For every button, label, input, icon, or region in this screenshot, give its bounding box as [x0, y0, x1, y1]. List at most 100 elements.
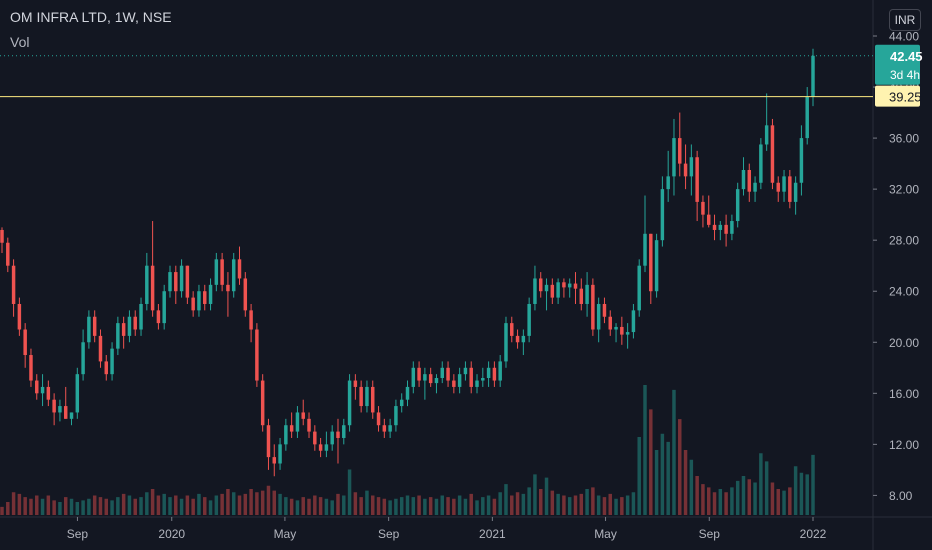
- candle-body: [457, 374, 462, 387]
- volume-bar: [533, 474, 537, 515]
- volume-bar: [446, 497, 450, 515]
- candle-body: [706, 214, 711, 225]
- candle: [683, 144, 688, 190]
- symbol-title[interactable]: OM INFRA LTD, 1W, NSE: [10, 9, 172, 25]
- candle: [174, 265, 178, 304]
- volume-bar: [220, 493, 224, 515]
- candle-body: [197, 291, 201, 311]
- volume-bar: [683, 450, 688, 515]
- volume-bar: [538, 489, 543, 515]
- time-tick-label: 2020: [158, 527, 185, 541]
- candle-body: [498, 361, 502, 381]
- candle: [515, 329, 520, 349]
- candle-body: [6, 242, 10, 266]
- volume-bar: [40, 498, 45, 515]
- candle: [92, 310, 97, 343]
- time-axis: Sep 2020 May Sep 2021 May Sep 2022: [67, 517, 827, 541]
- volume-bar: [81, 500, 85, 515]
- candle-body: [23, 329, 27, 356]
- volume-bar: [701, 484, 705, 515]
- candle: [446, 361, 450, 387]
- volume-bar: [249, 489, 253, 515]
- candle: [405, 380, 410, 407]
- candle: [295, 406, 300, 438]
- candle-body: [417, 367, 421, 381]
- volume-bar: [35, 495, 39, 515]
- candle-body: [0, 229, 4, 243]
- candle-body: [284, 425, 288, 445]
- candle: [544, 278, 549, 311]
- candle: [52, 393, 56, 426]
- candle: [87, 310, 91, 349]
- volume-bar: [168, 497, 172, 515]
- candle-body: [168, 272, 172, 292]
- volume-legend-label[interactable]: Vol: [10, 34, 30, 50]
- candle: [417, 361, 421, 387]
- candle-body: [573, 283, 578, 289]
- volume-bar: [295, 500, 300, 515]
- volume-bar: [481, 497, 485, 515]
- candle-body: [63, 406, 68, 419]
- volume-bar: [759, 453, 763, 515]
- candle: [573, 272, 578, 304]
- candle: [284, 418, 288, 451]
- candle-body: [434, 377, 439, 384]
- candle: [365, 380, 369, 413]
- candle: [689, 144, 694, 196]
- candle: [382, 418, 387, 438]
- candle: [347, 374, 352, 432]
- candle-body: [411, 367, 416, 387]
- candle: [799, 125, 804, 196]
- candle-body: [116, 323, 120, 349]
- volume-bar: [712, 492, 717, 515]
- candle-body: [614, 326, 618, 330]
- price-tick-label: 16.00: [889, 387, 919, 401]
- candle: [98, 329, 103, 368]
- price-tick-label: 8.00: [889, 489, 913, 503]
- time-tick-label: 2021: [479, 527, 506, 541]
- volume-bar: [23, 497, 27, 515]
- volume-bar: [92, 495, 97, 515]
- volume-bar: [226, 489, 230, 515]
- volume-bar: [515, 492, 520, 515]
- candle: [208, 278, 213, 311]
- volume-bar: [457, 495, 462, 515]
- candle: [121, 316, 126, 349]
- candle-body: [249, 310, 253, 330]
- volume-bar: [614, 498, 618, 515]
- volume-bar: [666, 441, 670, 515]
- candle-body: [318, 444, 323, 451]
- price-tick-label: 36.00: [889, 132, 919, 146]
- candle: [654, 233, 659, 298]
- currency-button[interactable]: INR: [889, 9, 921, 31]
- volume-bar: [510, 495, 514, 515]
- volume-bar: [104, 498, 109, 515]
- candle: [231, 252, 236, 298]
- candle: [504, 316, 508, 368]
- volume-bar: [174, 495, 178, 515]
- candle-body: [423, 374, 427, 381]
- volume-bar: [475, 500, 479, 515]
- volume-bar: [678, 419, 682, 515]
- candle-body: [608, 316, 612, 330]
- candle: [492, 361, 497, 387]
- volume-bar: [162, 493, 166, 515]
- volume-bar: [649, 409, 653, 515]
- volume-bar: [139, 497, 143, 515]
- candle: [556, 278, 560, 304]
- candle: [220, 252, 224, 292]
- candle: [260, 374, 265, 432]
- candle-body: [475, 380, 479, 387]
- candle: [533, 265, 537, 311]
- candle: [428, 367, 433, 387]
- candle-body: [585, 284, 589, 304]
- candle-body: [353, 380, 358, 387]
- candle: [712, 214, 717, 241]
- volume-bar: [579, 493, 584, 515]
- candle: [567, 278, 572, 298]
- volume-bar: [631, 492, 636, 515]
- candle: [376, 406, 381, 432]
- volume-bar: [527, 487, 531, 515]
- candle-body: [712, 224, 717, 230]
